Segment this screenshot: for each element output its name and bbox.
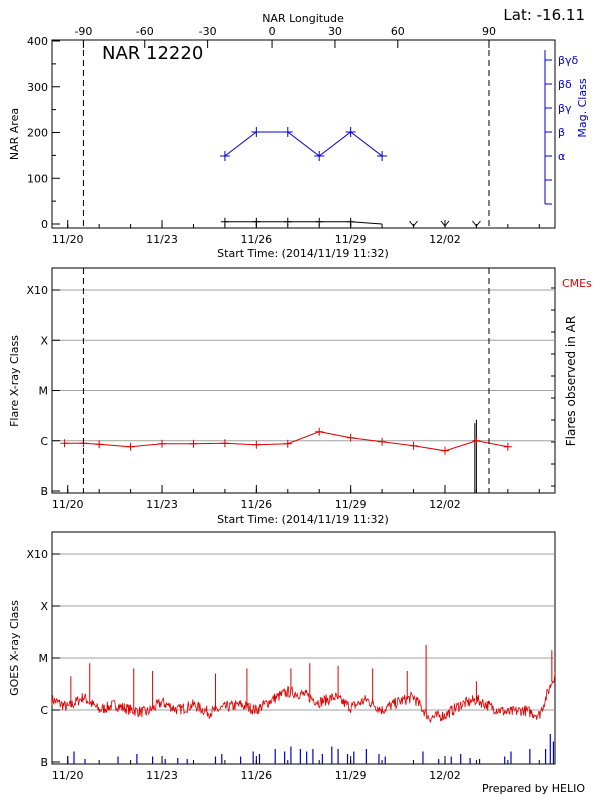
nar-title: NAR 12220 (102, 43, 203, 64)
flare-class-tick-label: C (40, 435, 48, 448)
time-tick-label: 11/26 (240, 233, 272, 246)
mag-class-tick-label: α (558, 150, 565, 163)
flare-class-point (95, 440, 104, 449)
flare-panel-frame (51, 267, 556, 494)
flare-class-tick-label: B (40, 485, 48, 498)
nar-area-zero-marker (409, 220, 418, 227)
flare-class-point (252, 440, 261, 449)
flare-class-point (283, 439, 292, 448)
mag-class-axis-title: Mag. Class (576, 78, 589, 137)
mag-class-tick-label: β (558, 126, 565, 139)
time-tick-label: 12/02 (429, 498, 461, 511)
time-tick-label: 11/20 (52, 769, 84, 782)
time-tick-label: 11/20 (52, 498, 84, 511)
flare-class-tick-label: X10 (26, 284, 48, 297)
flare-class-point (409, 441, 418, 450)
flare-class-point (503, 442, 512, 451)
nar-area-series-line (224, 221, 383, 225)
flare-class-tick-label: X (40, 334, 48, 347)
flare-class-point (472, 436, 481, 445)
mag-class-point (219, 151, 230, 161)
mag-class-tick-label: βγδ (558, 54, 579, 67)
goes-class-tick-label: C (40, 704, 48, 717)
goes-class-tick-label: M (39, 652, 49, 665)
nar-area-tick-label: 400 (27, 35, 48, 48)
flare-class-point (60, 439, 69, 448)
flare-class-point (158, 439, 167, 448)
nar-area-zero-marker (472, 220, 481, 227)
time-tick-label: 11/23 (146, 498, 178, 511)
longitude-tick-label: -30 (199, 25, 217, 38)
prepared-by-label: Prepared by HELIO (482, 782, 585, 795)
flare-class-point (189, 439, 198, 448)
start-time-label-2: Start Time: (2014/11/19 11:32) (217, 513, 389, 526)
nar-area-point (283, 217, 292, 226)
flare-class-tick-label: M (39, 385, 49, 398)
mag-class-tick-label: βδ (558, 78, 572, 91)
longitude-tick-label: 0 (269, 25, 276, 38)
nar-area-point (315, 217, 324, 226)
time-tick-label: 11/23 (146, 769, 178, 782)
goes-long-channel-line (51, 672, 556, 723)
time-tick-label: 12/02 (429, 233, 461, 246)
latitude-label: Lat: -16.11 (503, 6, 585, 24)
nar-area-point (220, 217, 229, 226)
nar-area-tick-label: 200 (27, 127, 48, 140)
time-tick-label: 11/20 (52, 233, 84, 246)
nar-area-tick-label: 100 (27, 172, 48, 185)
nar-longitude-axis-title: NAR Longitude (262, 12, 344, 25)
start-time-label-1: Start Time: (2014/11/19 11:32) (217, 247, 389, 260)
flare-class-point (346, 433, 355, 442)
mag-class-series-line (224, 131, 383, 157)
mag-class-point (345, 127, 356, 137)
longitude-tick-label: -90 (74, 25, 92, 38)
time-tick-label: 11/23 (146, 233, 178, 246)
nar-area-point (346, 217, 355, 226)
time-tick-label: 11/26 (240, 498, 272, 511)
longitude-tick-label: 60 (391, 25, 405, 38)
flare-class-point (220, 439, 229, 448)
cmes-label: CMEs (562, 277, 592, 290)
goes-class-tick-label: X10 (26, 548, 48, 561)
goes-panel-frame (51, 531, 556, 765)
time-tick-label: 11/29 (335, 233, 367, 246)
nar-area-tick-label: 300 (27, 81, 48, 94)
nar-area-zero-marker (440, 220, 450, 227)
time-tick-label: 12/02 (429, 769, 461, 782)
nar-area-tick-label: 0 (41, 218, 48, 231)
longitude-tick-label: 90 (482, 25, 496, 38)
goes-class-tick-label: X (40, 600, 48, 613)
chart-marks: 11/20 11/23 11/26 11/29 12/02 11/20 11/23 11/26… (26, 25, 578, 782)
flare-class-point (315, 427, 324, 436)
mag-class-point (282, 127, 293, 137)
time-tick-label: 11/29 (335, 769, 367, 782)
goes-class-axis-title: GOES X-ray Class (8, 600, 21, 696)
time-tick-label: 11/29 (335, 498, 367, 511)
longitude-tick-label: -60 (136, 25, 154, 38)
flare-class-point (126, 442, 135, 451)
mag-class-point (314, 151, 325, 161)
nar-panel-frame (51, 39, 556, 229)
time-tick-label: 11/26 (240, 769, 272, 782)
mag-class-point (251, 127, 262, 137)
nar-area-point (252, 217, 261, 226)
nar-area-axis-title: NAR Area (8, 108, 21, 160)
flare-class-axis-title: Flare X-ray Class (8, 335, 21, 427)
flare-class-series-line (64, 431, 508, 452)
goes-class-tick-label: B (40, 756, 48, 769)
flares-observed-axis-title: Flares observed in AR (564, 316, 578, 446)
longitude-tick-label: 30 (328, 25, 342, 38)
flare-class-point (440, 446, 449, 455)
flare-class-point (378, 437, 387, 446)
mag-class-tick-label: βγ (558, 102, 572, 115)
mag-class-point (377, 151, 388, 161)
